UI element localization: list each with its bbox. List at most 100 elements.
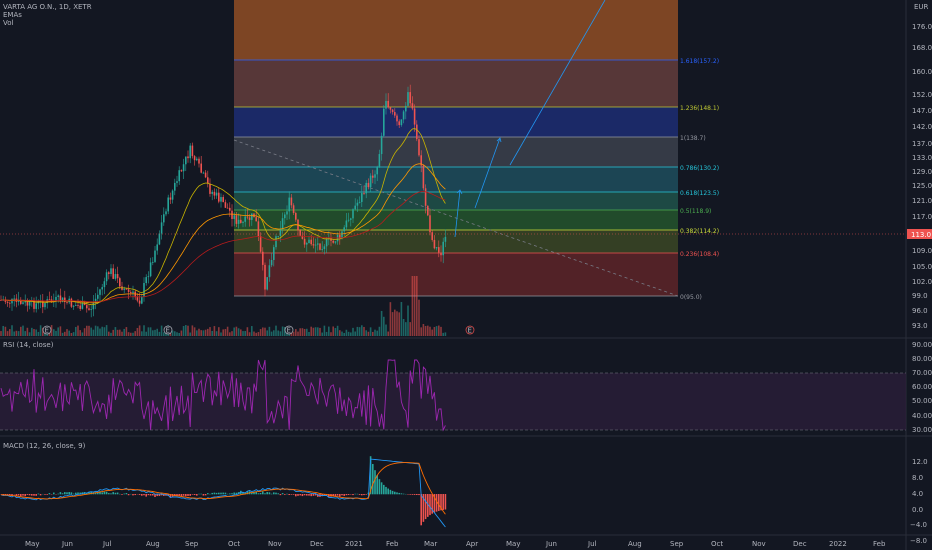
candle-body	[26, 301, 29, 306]
volume-bar	[418, 299, 420, 336]
candle-body	[444, 236, 447, 242]
event-marker: E	[468, 327, 472, 335]
candle-body	[387, 100, 389, 108]
price-tick: 96.0	[912, 307, 928, 315]
macd-hist-bar	[435, 494, 438, 512]
volume-bar	[169, 332, 172, 336]
candle-body	[262, 251, 264, 265]
time-tick: Aug	[628, 540, 642, 548]
macd-hist-bar	[127, 494, 130, 496]
time-tick: Dec	[310, 540, 324, 548]
macd-tick: 12.0	[912, 458, 928, 466]
macd-hist-bar	[253, 492, 255, 495]
event-marker: E	[287, 327, 291, 335]
volume-bar	[55, 330, 57, 336]
macd-tick: −4.0	[910, 521, 927, 529]
candle-body	[165, 211, 167, 215]
event-markers[interactable]: E E E E	[42, 325, 475, 335]
time-tick: Jul	[102, 540, 112, 548]
candle-body	[264, 264, 266, 290]
volume-bar	[323, 325, 326, 336]
volume-bar	[196, 330, 198, 336]
macd-hist-bar	[297, 494, 299, 496]
macd-hist-bar	[396, 492, 398, 495]
volume-bar	[347, 331, 350, 336]
candle-body	[9, 302, 11, 304]
fib-zones	[234, 0, 678, 296]
candle-body	[277, 235, 279, 237]
macd-hist-bar	[277, 493, 279, 495]
time-tick: Dec	[793, 540, 807, 548]
volume-bar	[310, 326, 312, 336]
candle-body	[229, 207, 231, 211]
time-tick: Mar	[424, 540, 437, 548]
volume-bar	[424, 325, 427, 336]
price-axis[interactable]: EUR 176.0 168.0 160.0 152.0 147.0 142.0 …	[907, 3, 932, 330]
volume-bar	[284, 326, 286, 336]
time-tick: Jun	[61, 540, 73, 548]
symbol-title: VARTA AG O.N., 1D, XETR	[3, 3, 92, 11]
candle-body	[97, 294, 99, 299]
macd-hist-bar	[145, 494, 147, 497]
candle-body	[215, 192, 218, 196]
macd-pane[interactable]: MACD (12, 26, close, 9)	[0, 442, 447, 528]
macd-hist-bar	[66, 492, 68, 495]
time-axis[interactable]: May Jun Jul Aug Sep Oct Nov Dec 2021 Feb…	[25, 540, 886, 548]
volume-bar	[39, 325, 42, 336]
macd-hist-bar	[391, 490, 394, 495]
candle-body	[240, 219, 242, 223]
volume-bar	[207, 328, 209, 336]
candle-body	[94, 298, 97, 303]
candle-body	[0, 300, 2, 301]
macd-hist-bar	[268, 492, 271, 495]
macd-hist-bar	[310, 494, 312, 497]
candle-body	[279, 228, 282, 236]
volume-bar	[66, 329, 68, 336]
candle-body	[231, 210, 233, 219]
volume-bar	[314, 327, 317, 336]
fib-label: 0.786(130.2)	[680, 165, 719, 172]
volume-bar	[233, 327, 235, 336]
candle-body	[59, 295, 62, 302]
macd-tick: 0.0	[912, 506, 923, 514]
rsi-pane[interactable]: RSI (14, close)	[0, 341, 906, 432]
candle-body	[81, 303, 84, 309]
macd-hist-bar	[427, 494, 429, 517]
volume-bar	[202, 330, 205, 336]
macd-hist-bar	[281, 493, 284, 495]
drawings[interactable]	[233, 0, 679, 297]
macd-axis[interactable]: 12.0 8.0 4.0 0.0 −4.0	[910, 458, 928, 529]
currency-label: EUR	[914, 3, 929, 11]
volume-bar	[180, 330, 183, 336]
fib-label: 0.5(118.9)	[680, 208, 711, 215]
macd-hist-bar	[312, 494, 315, 496]
rsi-axis[interactable]: 90.00 80.00 70.00 60.00 50.00 40.00 30.0…	[912, 341, 932, 434]
macd-hist-bar	[442, 494, 444, 510]
candle-body	[42, 300, 44, 308]
macd-hist-bar	[380, 482, 383, 495]
macd-hist-bar	[235, 492, 238, 495]
candle-body	[378, 154, 381, 168]
candle-body	[123, 288, 125, 290]
volume-bar	[26, 327, 29, 336]
candle-body	[235, 215, 238, 224]
candle-body	[396, 115, 398, 122]
candle-body	[321, 249, 323, 250]
candle-body	[163, 214, 165, 223]
candle-body	[103, 281, 106, 288]
candle-body	[354, 205, 356, 210]
candle-body	[88, 308, 90, 310]
volume-bar	[42, 327, 44, 336]
price-tick: 152.0	[912, 91, 932, 99]
volume-bar	[376, 330, 378, 336]
macd-hist-bar	[264, 493, 266, 495]
macd-hist-bar	[376, 475, 378, 495]
macd-hist-bar	[306, 494, 308, 496]
volume-bar	[345, 329, 348, 336]
volume-bar	[369, 327, 372, 336]
volume-bar	[22, 325, 24, 336]
volume-bar	[303, 328, 306, 336]
candle-body	[92, 302, 95, 310]
candle-body	[317, 243, 319, 245]
